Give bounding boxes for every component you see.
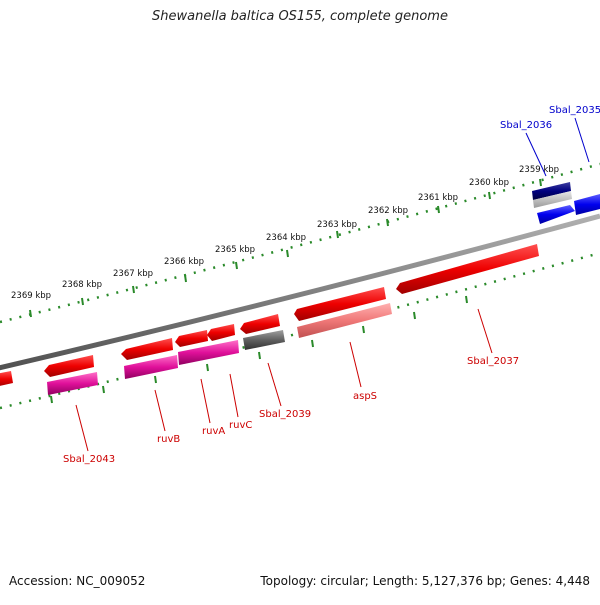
label-leaders: [75, 117, 590, 452]
feature-pink-asps[interactable]: [297, 303, 392, 338]
gene-label-sbal-2039[interactable]: Sbal_2039: [259, 409, 311, 420]
tick-label: 2364 kbp: [266, 233, 306, 243]
tick-mark: [29, 309, 32, 318]
gene-label-ruvb[interactable]: ruvB: [157, 434, 180, 445]
leader-ruvb: [154, 389, 166, 432]
rna-feature-sbal-2035[interactable]: [574, 194, 600, 215]
gene-arrow-sbal-2043[interactable]: [44, 355, 94, 377]
accession-text: Accession: NC_009052: [9, 574, 146, 588]
tick-label: 2361 kbp: [418, 193, 458, 203]
tick-label: 2359 kbp: [519, 165, 559, 175]
tick-label: 2360 kbp: [469, 178, 509, 188]
tick-label: 2362 kbp: [368, 206, 408, 216]
feature-magenta-ruva[interactable]: [178, 340, 239, 365]
tick-mark: [488, 191, 491, 200]
genome-backbone: [0, 213, 600, 371]
leader-sbal-2036: [525, 132, 547, 177]
tick-labels: 2359 kbp 2360 kbp 2361 kbp 2362 kbp 2363…: [11, 165, 559, 301]
tick-mark: [413, 311, 416, 320]
gene-label-ruva[interactable]: ruvA: [202, 426, 225, 437]
inner-ticks: [50, 295, 468, 404]
tick-label: 2369 kbp: [11, 291, 51, 301]
tick-mark: [206, 363, 209, 372]
tick-mark: [132, 285, 135, 294]
tick-mark: [362, 325, 365, 334]
tick-mark: [154, 375, 157, 384]
feature-magenta-sbal-2043[interactable]: [47, 372, 98, 395]
gene-arrow-sbal-2037[interactable]: [396, 244, 539, 294]
gene-arrow-ruvb[interactable]: [121, 338, 173, 360]
rna-feature-sbal-2036[interactable]: [532, 182, 571, 200]
outer-ruler-arc: [0, 162, 600, 324]
gene-arrow-asps[interactable]: [294, 287, 386, 321]
tick-mark: [81, 297, 84, 306]
leader-asps: [349, 341, 362, 388]
tick-label: 2366 kbp: [164, 257, 204, 267]
tick-mark: [437, 205, 440, 214]
leader-sbal-2039: [267, 362, 282, 407]
gene-arrow-left-edge[interactable]: [0, 371, 13, 387]
leader-sbal-2035: [574, 117, 590, 163]
gene-arrow-ruvc[interactable]: [207, 324, 235, 341]
tick-mark: [184, 274, 187, 283]
tick-mark: [336, 230, 339, 239]
gene-label-sbal-2035[interactable]: Sbal_2035: [549, 105, 600, 116]
leader-ruvc: [229, 373, 239, 418]
tick-mark: [50, 395, 53, 404]
gene-arrow-ruva[interactable]: [175, 330, 208, 347]
forward-features: [0, 182, 600, 387]
tick-mark: [258, 351, 261, 360]
tick-mark: [235, 261, 238, 270]
feature-silver-sbal-2036[interactable]: [533, 191, 572, 208]
leader-sbal-2037: [477, 308, 493, 354]
gene-label-ruvc[interactable]: ruvC: [229, 420, 252, 431]
tick-label: 2367 kbp: [113, 269, 153, 279]
inner-ruler-arc: [0, 251, 600, 410]
gene-label-sbal-2036[interactable]: Sbal_2036: [500, 120, 552, 131]
tick-mark: [286, 249, 289, 258]
tick-label: 2368 kbp: [62, 280, 102, 290]
feature-magenta-ruvb[interactable]: [124, 355, 178, 379]
gene-label-asps[interactable]: aspS: [353, 391, 377, 402]
gene-label-sbal-2037[interactable]: Sbal_2037: [467, 356, 519, 367]
tick-label: 2363 kbp: [317, 220, 357, 230]
tick-mark: [386, 218, 389, 227]
map-title: Shewanella baltica OS155, complete genom…: [152, 9, 448, 24]
outer-ticks: [29, 178, 542, 318]
tick-mark: [539, 178, 542, 187]
feature-gray-sbal-2039[interactable]: [243, 330, 285, 350]
gene-labels: Sbal_2035 Sbal_2036 Sbal_2037 aspS Sbal_…: [63, 105, 600, 465]
leader-sbal-2043: [75, 404, 89, 452]
tick-label: 2365 kbp: [215, 245, 255, 255]
reverse-features: [47, 191, 572, 395]
genome-summary-text: Topology: circular; Length: 5,127,376 bp…: [260, 574, 590, 588]
gene-arrow-sbal-2039[interactable]: [240, 314, 280, 334]
tick-mark: [465, 295, 468, 304]
leader-ruva: [200, 378, 211, 424]
gene-label-sbal-2043[interactable]: Sbal_2043: [63, 454, 115, 465]
rna-feature-blue-2[interactable]: [537, 205, 575, 224]
tick-mark: [102, 385, 105, 394]
tick-mark: [311, 339, 314, 348]
